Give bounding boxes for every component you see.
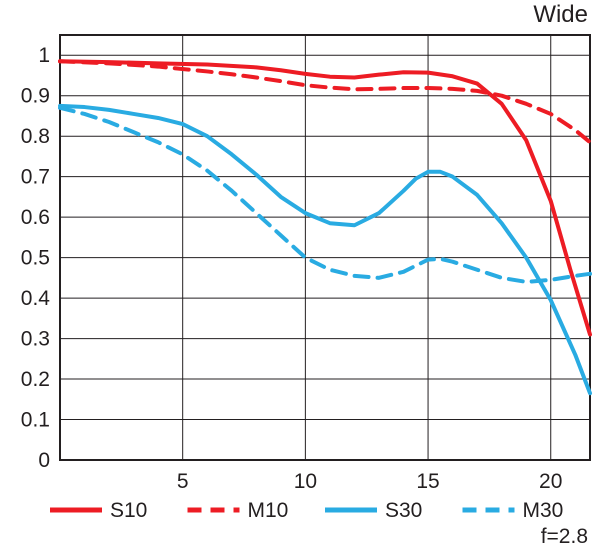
chart-title: Wide [533,1,588,28]
y-tick-label: 0.8 [21,125,50,148]
y-tick-label: 0.9 [21,85,50,108]
y-tick-label: 0.3 [21,328,50,351]
y-tick-label: 0.5 [21,247,50,270]
legend-label-M10: M10 [248,499,289,522]
x-tick-label: 10 [294,470,317,493]
legend-label-S10: S10 [110,499,147,522]
legend-label-M30: M30 [523,499,564,522]
y-tick-label: 0.4 [21,287,51,310]
y-tick-label: 0.1 [21,409,50,432]
x-tick-label: 15 [416,470,439,493]
y-tick-label: 1 [38,44,50,67]
x-tick-label: 5 [177,470,189,493]
y-tick-label: 0.7 [21,166,50,189]
y-tick-label: 0 [38,449,50,472]
y-tick-label: 0.2 [21,368,50,391]
x-tick-label: 20 [539,470,562,493]
aperture-label: f=2.8 [541,525,588,548]
legend-label-S30: S30 [385,499,422,522]
y-tick-label: 0.6 [21,206,50,229]
